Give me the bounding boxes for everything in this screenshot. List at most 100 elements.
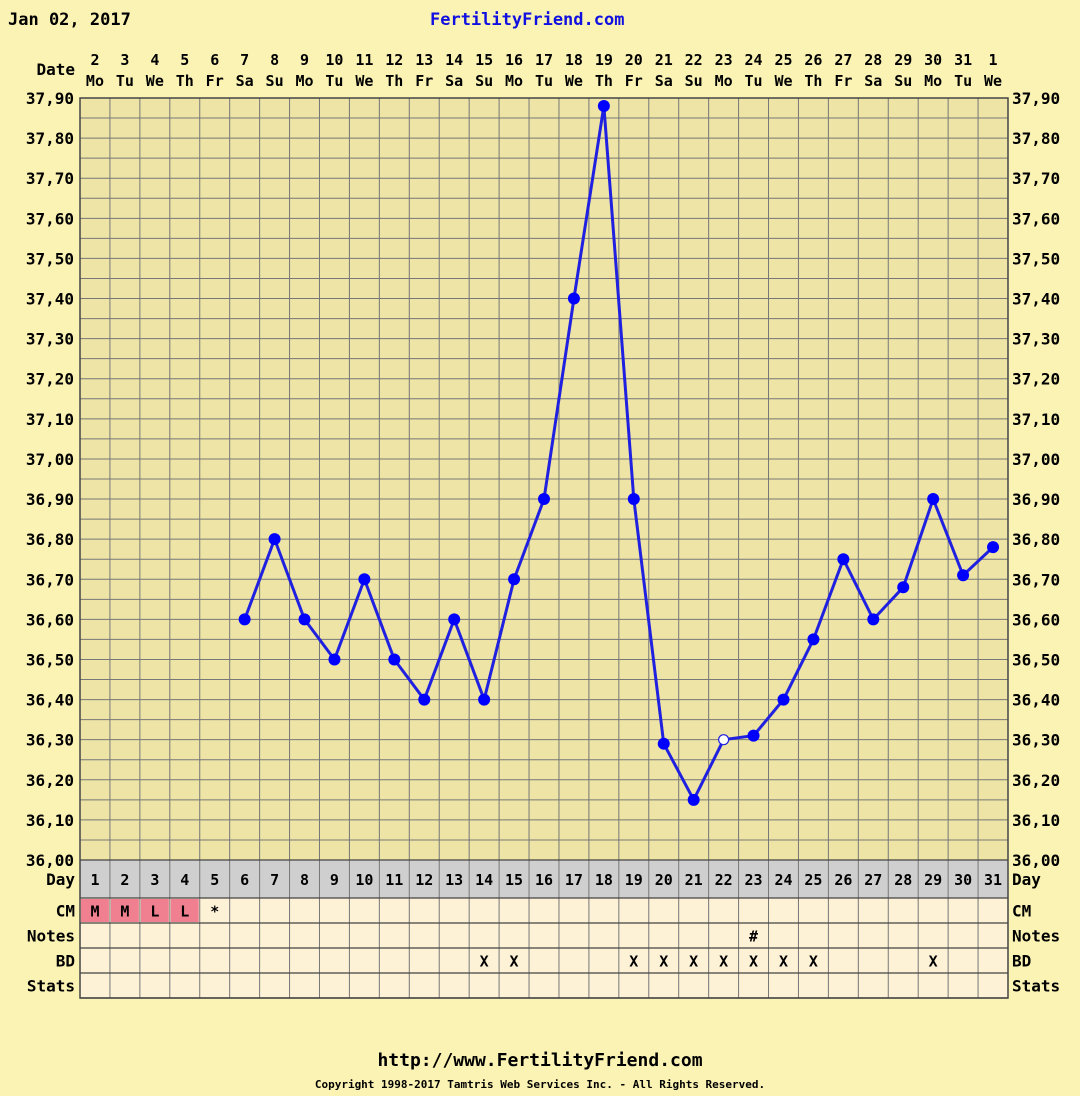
y-tick-label-left: 37,80 bbox=[26, 129, 74, 148]
weekday-label: Th bbox=[804, 72, 822, 90]
date-label: 29 bbox=[894, 51, 912, 69]
bd-row-label-left: BD bbox=[56, 952, 75, 971]
y-tick-label-right: 36,60 bbox=[1012, 610, 1060, 629]
temperature-points bbox=[238, 100, 1000, 806]
y-tick-label-left: 37,60 bbox=[26, 209, 74, 228]
temperature-point bbox=[837, 553, 850, 566]
y-tick-label-left: 37,70 bbox=[26, 169, 74, 188]
weekday-label: Fr bbox=[625, 72, 643, 90]
temperature-point bbox=[358, 573, 371, 586]
day-cell-text: 8 bbox=[300, 871, 309, 889]
grid-rectangles bbox=[80, 98, 1008, 998]
date-label: 21 bbox=[655, 51, 673, 69]
weekday-label: Th bbox=[595, 72, 613, 90]
day-cell-text: 29 bbox=[924, 871, 942, 889]
bd-cell-text: X bbox=[659, 953, 668, 971]
notes-row-label-right: Notes bbox=[1012, 927, 1060, 946]
temperature-point bbox=[867, 613, 880, 626]
day-cell-text: 1 bbox=[90, 871, 99, 889]
footer-url-link[interactable]: http://www.FertilityFriend.com bbox=[377, 1050, 703, 1071]
date-label: 1 bbox=[989, 51, 998, 69]
date-label: 22 bbox=[685, 51, 703, 69]
temperature-point bbox=[478, 693, 491, 706]
y-tick-label-right: 36,30 bbox=[1012, 731, 1060, 750]
temperature-point bbox=[657, 737, 670, 750]
day-cell-text: 22 bbox=[715, 871, 733, 889]
day-cell-text: 7 bbox=[270, 871, 279, 889]
day-cell-text: 15 bbox=[505, 871, 523, 889]
temperature-point bbox=[448, 613, 461, 626]
temperature-segment bbox=[931, 498, 965, 576]
y-tick-label-right: 36,40 bbox=[1012, 691, 1060, 710]
stats-row-label-right: Stats bbox=[1012, 977, 1060, 996]
temperature-point-open bbox=[718, 734, 730, 746]
y-tick-label-left: 37,30 bbox=[26, 330, 74, 349]
grid-lines bbox=[79, 97, 1009, 999]
day-cell-text: 28 bbox=[894, 871, 912, 889]
weekday-label: Tu bbox=[325, 72, 343, 90]
weekday-label: Tu bbox=[745, 72, 763, 90]
day-cell-text: 20 bbox=[655, 871, 673, 889]
day-cell-text: 9 bbox=[330, 871, 339, 889]
y-tick-label-right: 36,00 bbox=[1012, 851, 1060, 870]
day-cell-text: 5 bbox=[210, 871, 219, 889]
data-table: 1 2 3 4 5 6 7 8 9 10 11 12 13 14 15 16 17 18 19 20 21 22 23 24 2… bbox=[81, 871, 1002, 971]
date-label: 11 bbox=[355, 51, 373, 69]
date-label: 8 bbox=[270, 51, 279, 69]
weekday-label: Su bbox=[475, 72, 493, 90]
temperature-segment bbox=[752, 698, 785, 737]
y-tick-label-left: 36,80 bbox=[26, 530, 74, 549]
temperature-segment bbox=[243, 538, 276, 620]
date-label: 31 bbox=[954, 51, 972, 69]
cm-cell-highlight bbox=[140, 899, 169, 922]
date-label: 24 bbox=[745, 51, 763, 69]
site-title-link[interactable]: FertilityFriend.com bbox=[430, 10, 625, 30]
temperature-segment bbox=[422, 618, 456, 701]
temperature-point bbox=[388, 653, 401, 666]
y-tick-label-left: 36,40 bbox=[26, 691, 74, 710]
y-tick-label-right: 37,80 bbox=[1012, 129, 1060, 148]
temperature-segment bbox=[542, 298, 576, 500]
weekday-label: Su bbox=[894, 72, 912, 90]
weekday-label: Sa bbox=[864, 72, 882, 90]
y-tick-label-right: 36,10 bbox=[1012, 811, 1060, 830]
day-cell-text: 21 bbox=[685, 871, 703, 889]
day-cell-text: 31 bbox=[984, 871, 1002, 889]
cm-cell-text: M bbox=[90, 903, 99, 921]
y-tick-label-right: 37,70 bbox=[1012, 169, 1060, 188]
date-label: 5 bbox=[180, 51, 189, 69]
weekday-label: We bbox=[355, 72, 373, 90]
y-tick-label-left: 36,00 bbox=[26, 851, 74, 870]
y-tick-label-right: 37,00 bbox=[1012, 450, 1060, 469]
weekday-label: We bbox=[984, 72, 1002, 90]
temperature-point bbox=[597, 100, 610, 113]
chart-date: Jan 02, 2017 bbox=[8, 10, 131, 30]
temperature-segment bbox=[782, 638, 815, 701]
y-tick-label-left: 37,10 bbox=[26, 410, 74, 429]
bd-cell-text: X bbox=[779, 953, 788, 971]
temperature-segment bbox=[362, 578, 396, 660]
day-cell-text: 4 bbox=[180, 871, 189, 889]
y-tick-label-left: 37,40 bbox=[26, 290, 74, 309]
date-row-label: Date bbox=[36, 60, 75, 79]
date-label: 7 bbox=[240, 51, 249, 69]
day-cell-text: 30 bbox=[954, 871, 972, 889]
temperature-segment bbox=[452, 618, 486, 701]
weekday-label: Su bbox=[266, 72, 284, 90]
temperature-segment bbox=[812, 558, 845, 640]
temperature-segment bbox=[632, 498, 666, 744]
y-tick-label-left: 37,20 bbox=[26, 370, 74, 389]
chart-border bbox=[79, 97, 1009, 999]
y-tick-label-left: 36,90 bbox=[26, 490, 74, 509]
temperature-point bbox=[268, 533, 281, 546]
bd-cell-text: X bbox=[689, 953, 698, 971]
bd-cell-text: X bbox=[749, 953, 758, 971]
temperature-segment bbox=[572, 105, 606, 299]
weekday-label: Sa bbox=[445, 72, 463, 90]
weekday-label: Mo bbox=[505, 72, 523, 90]
cm-row-label-right: CM bbox=[1012, 902, 1031, 921]
cm-cell-text: L bbox=[150, 903, 159, 921]
date-label: 15 bbox=[475, 51, 493, 69]
weekday-label: Su bbox=[685, 72, 703, 90]
